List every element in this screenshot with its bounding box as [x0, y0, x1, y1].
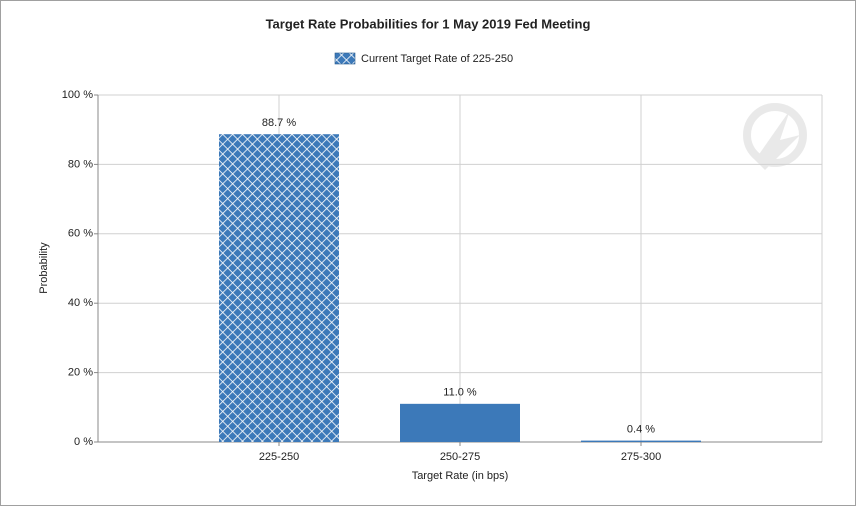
- x-tick-label: 225-250: [259, 451, 299, 463]
- y-tick-label: 100 %: [62, 89, 93, 101]
- x-axis-label: Target Rate (in bps): [412, 470, 509, 482]
- chart-title: Target Rate Probabilities for 1 May 2019…: [266, 16, 591, 31]
- legend-swatch: [334, 52, 356, 65]
- x-tick-label: 275-300: [621, 451, 661, 463]
- value-label: 0.4 %: [627, 424, 655, 436]
- bar: [219, 134, 339, 442]
- y-tick-label: 40 %: [68, 297, 93, 309]
- y-tick-label: 20 %: [68, 367, 93, 379]
- y-axis-label: Probability: [38, 242, 50, 294]
- watermark: [743, 103, 807, 170]
- legend-label: Current Target Rate of 225-250: [361, 53, 513, 65]
- y-tick-label: 80 %: [68, 158, 93, 170]
- y-tick-label: 0 %: [74, 436, 93, 448]
- x-tick-label: 250-275: [440, 451, 480, 463]
- value-label: 11.0 %: [443, 387, 477, 399]
- bar: [400, 403, 520, 442]
- y-tick-label: 60 %: [68, 228, 93, 240]
- value-label: 88.7 %: [262, 117, 296, 129]
- bar: [581, 440, 701, 442]
